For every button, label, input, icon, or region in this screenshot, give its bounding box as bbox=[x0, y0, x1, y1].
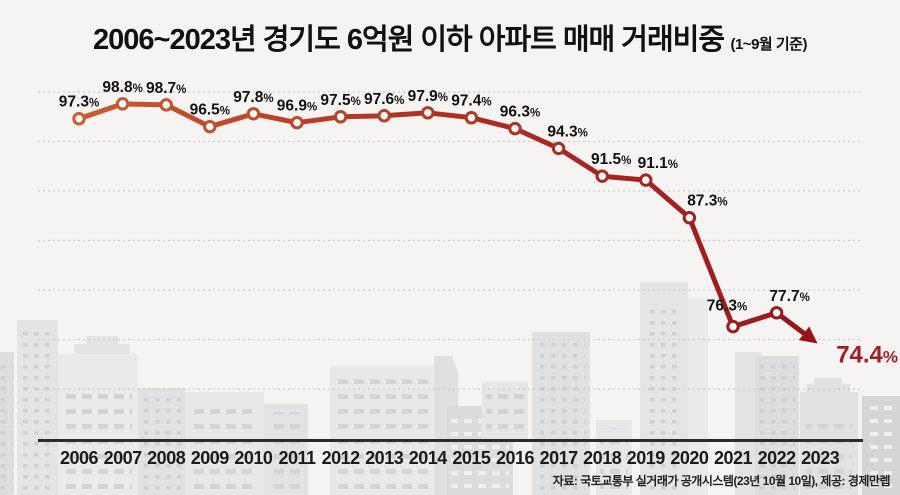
year-label-2018: 2018 bbox=[583, 448, 622, 468]
data-point-2006 bbox=[72, 112, 86, 126]
year-label-2019: 2019 bbox=[627, 448, 666, 468]
data-point-2014 bbox=[421, 106, 435, 120]
value-label-2021: 76.3% bbox=[707, 298, 747, 315]
year-label-2008: 2008 bbox=[147, 448, 186, 468]
value-label-2007: 98.8% bbox=[102, 79, 142, 96]
data-point-2016 bbox=[508, 121, 522, 136]
value-label-2006: 97.3% bbox=[59, 94, 99, 111]
value-label-2012: 97.5% bbox=[320, 92, 360, 109]
year-label-2014: 2014 bbox=[409, 448, 448, 468]
year-label-2010: 2010 bbox=[234, 448, 273, 468]
year-label-2006: 2006 bbox=[60, 448, 99, 468]
data-point-2013 bbox=[377, 109, 391, 123]
chart-title-period-note: (1~9월 기준) bbox=[730, 36, 807, 53]
value-label-2010: 97.8% bbox=[233, 89, 273, 106]
value-label-2019: 91.1% bbox=[638, 155, 678, 172]
value-label-2018: 91.5% bbox=[591, 151, 631, 168]
value-label-2008: 98.7% bbox=[146, 80, 186, 97]
value-label-2013: 97.6% bbox=[364, 91, 404, 108]
year-label-2021: 2021 bbox=[714, 448, 753, 468]
value-label-2011: 96.9% bbox=[277, 98, 317, 115]
value-label-2009: 96.5% bbox=[190, 102, 230, 119]
year-label-2022: 2022 bbox=[758, 448, 797, 468]
year-label-2020: 2020 bbox=[670, 448, 709, 468]
data-point-2015 bbox=[464, 111, 479, 125]
chart-title-block: 2006~2023년 경기도 6억원 이하 아파트 매매 거래비중 (1~9월 … bbox=[0, 16, 900, 58]
value-label-2015: 97.4% bbox=[451, 93, 491, 110]
chart-title: 2006~2023년 경기도 6억원 이하 아파트 매매 거래비중 bbox=[93, 24, 725, 56]
year-label-2016: 2016 bbox=[496, 448, 535, 468]
year-label-2013: 2013 bbox=[365, 448, 404, 468]
year-label-2011: 2011 bbox=[278, 448, 316, 468]
data-point-2007 bbox=[115, 97, 130, 111]
data-point-2020 bbox=[682, 211, 697, 225]
data-point-2010 bbox=[246, 107, 261, 121]
data-point-2022 bbox=[769, 306, 784, 320]
data-point-2018 bbox=[595, 169, 609, 183]
trend-line bbox=[76, 101, 780, 330]
data-point-2017 bbox=[551, 141, 566, 156]
value-label-2020: 87.3% bbox=[687, 193, 727, 210]
source-note: 자료: 국토교통부 실거래가 공개시스템(23년 10월 10일), 제공: 경… bbox=[552, 474, 891, 488]
data-point-2011 bbox=[290, 115, 304, 130]
data-point-2012 bbox=[333, 110, 348, 124]
value-label-2014: 97.9% bbox=[408, 88, 448, 105]
year-label-2007: 2007 bbox=[104, 448, 143, 468]
data-point-2009 bbox=[203, 119, 217, 134]
data-point-2008 bbox=[159, 98, 173, 112]
value-label-2017: 94.3% bbox=[547, 123, 587, 140]
trend-arrow bbox=[775, 310, 818, 344]
year-label-2023: 2023 bbox=[801, 448, 840, 468]
year-label-2015: 2015 bbox=[452, 448, 491, 468]
buildings bbox=[0, 282, 900, 495]
year-label-2012: 2012 bbox=[322, 448, 361, 468]
year-label-2017: 2017 bbox=[540, 448, 579, 468]
data-point-2021 bbox=[726, 319, 740, 334]
value-label-2023: 74.4% bbox=[836, 341, 898, 368]
data-point-2019 bbox=[639, 173, 653, 187]
value-label-2022: 77.7% bbox=[769, 288, 809, 305]
value-label-2016: 96.3% bbox=[500, 104, 540, 121]
year-label-2009: 2009 bbox=[191, 448, 230, 468]
